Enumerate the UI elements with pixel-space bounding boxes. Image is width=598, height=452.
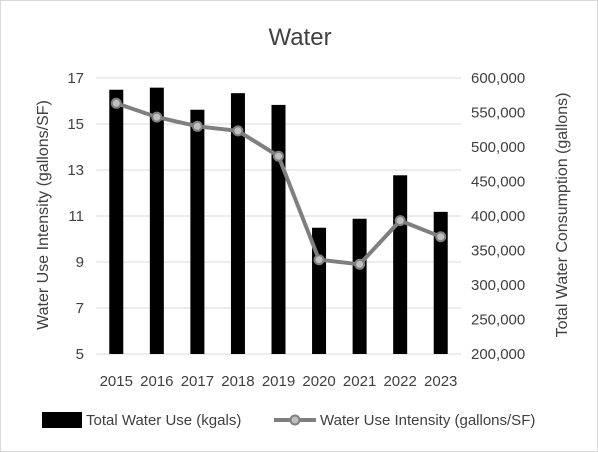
legend: Total Water Use (kgals) Water Use Intens… [42, 412, 535, 429]
legend-swatch-bar [42, 412, 82, 428]
bar-2019 [271, 104, 286, 354]
right-tick-label: 500,000 [471, 139, 525, 156]
right-tick-label: 300,000 [471, 277, 525, 294]
right-tick-label: 350,000 [471, 243, 525, 260]
right-tick-label: 200,000 [471, 346, 525, 363]
bar-2021 [352, 218, 367, 354]
x-tick-label: 2018 [221, 373, 254, 390]
left-tick-label: 11 [68, 208, 84, 225]
legend-swatch-marker [289, 414, 301, 426]
left-axis-label: Water Use Intensity (gallons/SF) [35, 100, 52, 330]
line-point-2019 [273, 150, 284, 162]
bar-series [109, 87, 448, 355]
line-series [110, 97, 447, 270]
left-tick-label: 9 [76, 254, 84, 271]
right-tick-label: 600,000 [471, 70, 525, 87]
x-tick-label: 2016 [140, 373, 173, 390]
legend-label-line: Water Use Intensity (gallons/SF) [320, 412, 535, 429]
x-tick-label: 2021 [343, 373, 376, 390]
x-tick-label: 2019 [262, 373, 295, 390]
right-tick-label: 450,000 [471, 174, 525, 191]
line-point-2023 [435, 231, 447, 243]
bar-2018 [230, 93, 245, 355]
right-tick-label: 250,000 [471, 312, 525, 329]
right-tick-label: 400,000 [471, 208, 525, 225]
line-point-2021 [354, 258, 366, 270]
right-tick-label: 550,000 [471, 105, 525, 122]
x-tick-label: 2017 [181, 373, 214, 390]
bar-2017 [190, 109, 205, 355]
x-tick-label: 2020 [302, 373, 335, 390]
bar-2022 [393, 175, 408, 354]
line-point-2022 [394, 215, 406, 227]
bar-2015 [109, 89, 124, 354]
left-tick-label: 13 [67, 162, 84, 179]
left-tick-label: 7 [76, 300, 84, 317]
line-point-2018 [232, 125, 244, 137]
x-tick-label: 2015 [100, 373, 133, 390]
line-point-2016 [151, 111, 163, 123]
x-tick-label: 2022 [383, 373, 416, 390]
left-tick-label: 17 [67, 70, 84, 87]
left-axis-ticks: 5 7 9 11 13 15 17 [67, 70, 84, 363]
legend-label-bar: Total Water Use (kgals) [86, 412, 241, 429]
line-point-2020 [313, 254, 325, 266]
left-tick-label: 5 [76, 346, 84, 363]
right-axis-label: Total Water Consumption (gallons) [554, 93, 571, 338]
bar-2023 [433, 211, 448, 354]
bar-2016 [149, 87, 164, 354]
line-point-2017 [191, 120, 203, 132]
right-axis-ticks: 200,000 250,000 300,000 350,000 400,000 450,0… [471, 70, 525, 363]
chart-title: Water [268, 24, 331, 51]
line-point-2015 [110, 97, 122, 109]
x-tick-label: 2023 [424, 373, 457, 390]
x-axis-ticks: 2015 2016 2017 2018 2019 2020 2021 2022 2023 [100, 373, 458, 390]
left-tick-label: 15 [67, 116, 84, 133]
